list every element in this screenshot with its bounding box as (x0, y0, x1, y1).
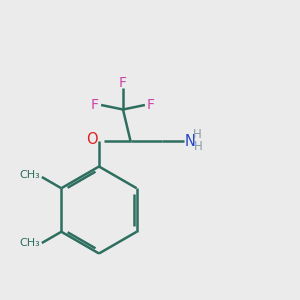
Text: H: H (194, 140, 202, 153)
Text: F: F (147, 98, 155, 112)
Text: F: F (91, 98, 99, 112)
Text: H: H (193, 128, 202, 141)
Text: F: F (119, 76, 127, 89)
Text: N: N (185, 134, 196, 148)
Text: CH₃: CH₃ (20, 238, 40, 248)
Text: O: O (86, 132, 97, 147)
Text: CH₃: CH₃ (20, 170, 40, 181)
